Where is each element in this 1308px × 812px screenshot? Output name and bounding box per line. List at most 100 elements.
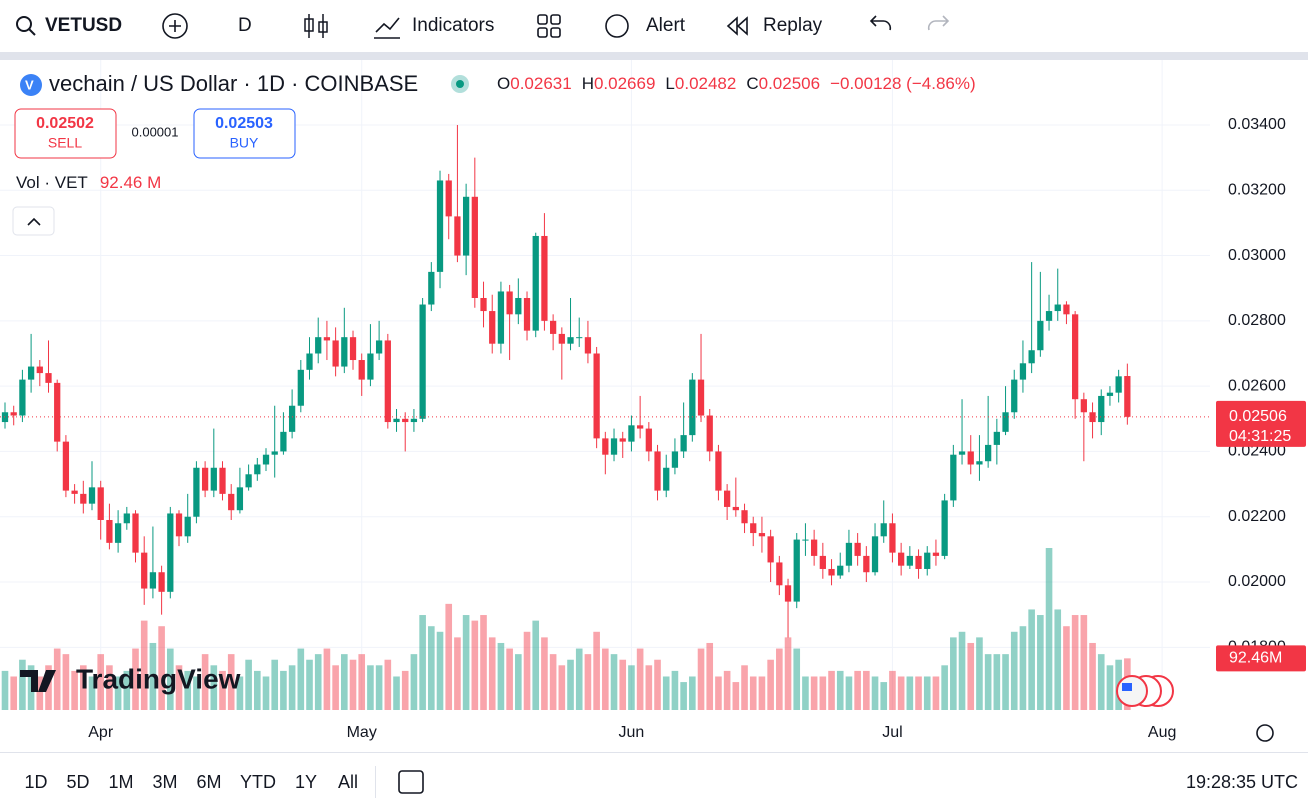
candle-body — [280, 431, 287, 452]
candle-body — [1072, 314, 1079, 400]
volume-bar — [880, 682, 888, 710]
candle-body — [976, 461, 983, 465]
volume-bar — [245, 659, 252, 710]
candle-body — [80, 493, 87, 504]
candle-body — [393, 418, 400, 423]
candle-body — [167, 513, 174, 592]
interval[interactable]: D — [238, 15, 252, 36]
layout-icon[interactable] — [537, 14, 561, 38]
candle-body — [523, 297, 531, 331]
volume-bar — [967, 642, 975, 710]
volume-bar — [776, 648, 783, 710]
range-button[interactable]: 5D — [66, 772, 89, 792]
volume-bar — [767, 659, 774, 710]
h-value: 0.02669 — [594, 74, 655, 93]
volume-bar — [497, 642, 505, 710]
alert-icon[interactable] — [605, 14, 629, 38]
candle-body — [175, 513, 183, 537]
collapse-button[interactable] — [12, 206, 55, 236]
range-button[interactable]: 1M — [108, 772, 133, 792]
candle-icon[interactable] — [308, 14, 324, 38]
redo[interactable] — [927, 15, 950, 31]
volume-bar — [732, 682, 740, 710]
replay-icon[interactable] — [726, 16, 748, 36]
volume-bar — [758, 676, 766, 710]
range-button[interactable]: 1D — [24, 772, 47, 792]
candle-body — [1019, 363, 1027, 380]
buy-label: BUY — [230, 135, 259, 151]
plot: AprMayJunJulAug0.018000.020000.022000.02… — [0, 60, 1306, 741]
volume-bar — [549, 654, 557, 710]
range-button[interactable]: 1Y — [295, 772, 317, 792]
candle-body — [680, 435, 687, 452]
volume-bar — [428, 626, 435, 710]
x-tick-label: Jul — [882, 724, 902, 741]
candle-body — [776, 562, 783, 586]
settings[interactable] — [1256, 724, 1274, 742]
candle-body — [1011, 379, 1018, 413]
candle-body — [515, 297, 522, 315]
candle-body — [793, 539, 800, 602]
divider — [0, 752, 1308, 753]
range-button[interactable]: All — [338, 772, 358, 792]
range-button[interactable]: 3M — [152, 772, 177, 792]
volume-legend-value: 92.46 M — [100, 173, 161, 192]
sell-button[interactable] — [14, 108, 117, 159]
volume-bar — [802, 676, 809, 710]
volume-bar — [236, 676, 244, 710]
volume-bar — [1019, 626, 1027, 710]
candle-body — [358, 360, 365, 380]
alert[interactable]: Alert — [646, 15, 686, 36]
candle-body — [149, 572, 157, 589]
volume-bar — [410, 654, 418, 710]
volume-bar — [219, 670, 226, 710]
y-tick-label: 0.02600 — [1228, 377, 1286, 394]
range-button[interactable]: YTD — [240, 772, 276, 792]
candle-body — [236, 487, 244, 511]
candle-body — [1037, 320, 1044, 351]
volume-bar — [341, 654, 348, 710]
buy-button[interactable] — [193, 108, 296, 159]
candle-body — [932, 552, 940, 556]
candle-body — [689, 379, 696, 436]
volume-bar — [1071, 615, 1079, 710]
volume-bar — [976, 637, 983, 710]
undo[interactable] — [869, 15, 892, 31]
replay[interactable]: Replay — [763, 15, 823, 36]
volume-bar — [262, 676, 270, 710]
candle-body — [419, 304, 426, 419]
candle-body — [10, 412, 17, 416]
volume-bar — [863, 670, 870, 710]
candle-body — [636, 425, 644, 429]
candle-body — [750, 523, 757, 534]
date-range-icon[interactable] — [398, 770, 424, 794]
add-icon[interactable] — [162, 13, 188, 39]
volume-bar — [523, 631, 531, 710]
volume-bar — [175, 665, 183, 710]
candle-body — [62, 441, 70, 491]
candle-body — [445, 180, 452, 217]
indicators[interactable]: Indicators — [412, 15, 494, 36]
candle-body — [837, 565, 844, 576]
candle-body — [462, 196, 470, 256]
volume-bar — [871, 676, 879, 710]
x-tick-label: Jun — [619, 724, 645, 741]
indicators-icon[interactable] — [374, 17, 400, 39]
volume-legend: Vol · VET 92.46 M — [16, 173, 161, 192]
candle-body — [210, 467, 217, 491]
candle-body — [45, 373, 52, 383]
search-icon[interactable] — [16, 16, 32, 32]
candle-body — [1115, 376, 1122, 393]
volume-bar — [697, 648, 705, 710]
volume-bar — [375, 665, 383, 710]
candle-body — [228, 493, 235, 511]
candle-body — [819, 555, 826, 569]
candle-body — [663, 467, 670, 491]
y-tick-label: 0.02000 — [1228, 573, 1286, 590]
candle-body — [628, 425, 635, 442]
candle-body — [1, 412, 9, 423]
range-button[interactable]: 6M — [196, 772, 221, 792]
volume-bar — [62, 654, 70, 710]
symbol[interactable]: VETUSD — [45, 15, 122, 36]
volume-bar — [984, 654, 992, 710]
